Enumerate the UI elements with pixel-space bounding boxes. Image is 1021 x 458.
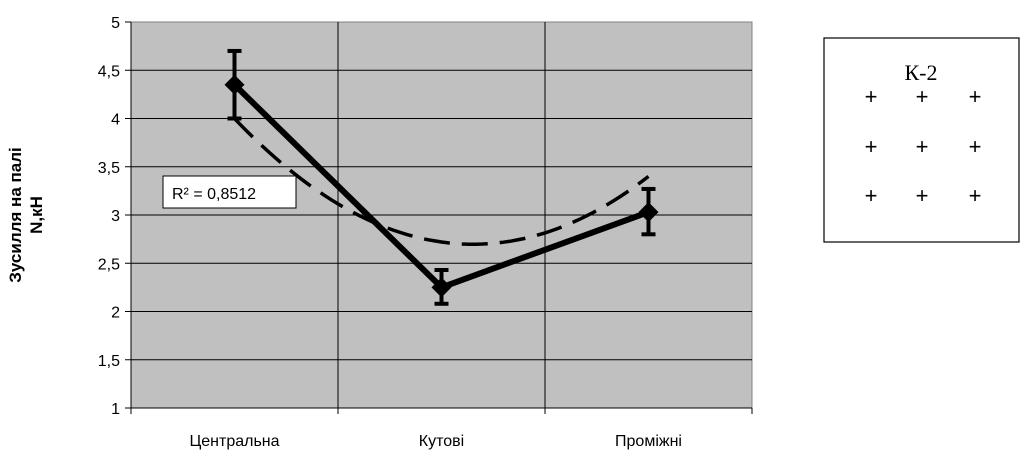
pile-marker: + [916, 84, 929, 109]
trendline [233, 117, 650, 246]
pile-marker: + [865, 134, 878, 159]
pile-marker: + [916, 183, 929, 208]
y-tick-label: 4 [111, 112, 120, 129]
series [224, 48, 659, 306]
y-tick-label: 3,5 [98, 160, 120, 177]
inset-title: К-2 [905, 60, 938, 85]
pile-marker: + [969, 84, 982, 109]
pile-marker: + [969, 183, 982, 208]
y-axis-label-line2: N,кН [27, 196, 46, 234]
trendline-path [233, 117, 650, 246]
x-tick-label: Центральна [189, 433, 279, 450]
pile-marker: + [865, 84, 878, 109]
x-tick-labels: Центральна Кутові Проміжні [189, 433, 682, 450]
y-tick-label: 2,5 [98, 256, 120, 273]
pile-marker: + [865, 183, 878, 208]
inset-pile-grid: + + + + + + + + + [865, 84, 982, 208]
axes [125, 21, 753, 414]
data-point [431, 277, 452, 298]
y-tick-label: 4,5 [98, 63, 120, 80]
x-tick-label: Кутові [419, 433, 464, 450]
data-point [224, 74, 245, 95]
inset-frame [823, 37, 1020, 243]
y-tick-label: 5 [111, 15, 120, 32]
data-point [638, 202, 659, 223]
r2-label: R² = 0,8512 [172, 186, 256, 203]
y-tick-label: 1 [111, 401, 120, 418]
pile-marker: + [916, 134, 929, 159]
y-tick-label: 1,5 [98, 353, 120, 370]
x-tick-label: Проміжні [615, 433, 682, 450]
grid-lines [131, 22, 752, 408]
inset-diagram: К-2 + + + + + + + + + [823, 37, 1020, 243]
y-tick-label: 2 [111, 305, 120, 322]
y-axis-label-line1: Зусилля на палі [6, 147, 25, 283]
y-tick-label: 3 [111, 208, 120, 225]
pile-marker: + [969, 134, 982, 159]
y-tick-labels: 1 1,5 2 2,5 3 3,5 4 4,5 5 [98, 15, 120, 418]
r2-label-box: R² = 0,8512 [162, 175, 297, 209]
